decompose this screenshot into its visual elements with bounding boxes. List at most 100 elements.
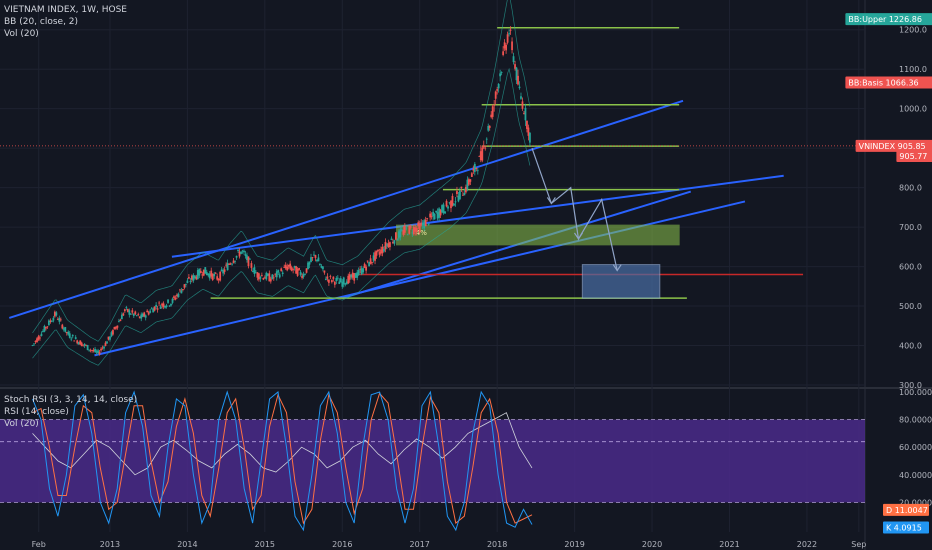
candle-body [56, 319, 59, 321]
candle-body [120, 314, 123, 320]
bb-indicator-label[interactable]: BB (20, close, 2) [4, 17, 79, 27]
candle-body [196, 270, 199, 279]
candle-body [526, 121, 528, 129]
candle-body [390, 238, 393, 240]
candle-body [162, 303, 165, 308]
candle-body [344, 283, 347, 285]
candle-body [427, 223, 430, 225]
candle-body [86, 345, 89, 351]
candle-body [232, 260, 235, 263]
candle-body [250, 263, 253, 268]
candle-body [403, 226, 406, 233]
price-badge-text: BB:Upper 1226.86 [848, 15, 922, 24]
candle-body [116, 325, 119, 328]
candle-body [420, 222, 423, 226]
candle-body [241, 250, 244, 252]
candle-body [277, 270, 280, 273]
candle-body [68, 333, 71, 338]
candle-body [438, 208, 440, 218]
price-tick-label: 400.0 [899, 342, 922, 351]
candle-body [529, 132, 531, 143]
price-badge-text: 905.77 [899, 152, 927, 161]
candle-body [350, 274, 353, 278]
oscillator-tick-label: 20.0000 [899, 498, 932, 507]
stoch-rsi-label[interactable]: Stoch RSI (3, 3, 14, 14, close) [4, 395, 138, 405]
candle-body [100, 348, 102, 351]
candle-body [193, 275, 196, 279]
candle-body [484, 147, 487, 149]
candle-body [97, 350, 99, 353]
candle-body [308, 262, 311, 265]
candle-body [123, 309, 126, 312]
forecast-arrowhead [573, 232, 583, 241]
time-tick-label: Feb [32, 540, 46, 549]
candle-body [74, 337, 77, 340]
candle-body [447, 206, 449, 209]
candle-body [131, 310, 134, 313]
candle-body [445, 200, 448, 207]
candle-body [524, 107, 527, 121]
candle-body [293, 265, 296, 268]
vol-indicator-label[interactable]: Vol (20) [4, 29, 39, 39]
oscillator-legend: Stoch RSI (3, 3, 14, 14, close) RSI (14,… [4, 394, 137, 430]
candle-body [397, 231, 400, 239]
forecast-arrowhead [546, 197, 556, 205]
candle-body [109, 336, 111, 340]
candle-body [256, 272, 259, 278]
candle-body [174, 297, 177, 300]
candle-body [320, 266, 323, 268]
candle-body [488, 125, 491, 128]
candle-body [405, 227, 408, 229]
candle-body [494, 91, 497, 99]
candle-body [40, 333, 43, 336]
candle-body [283, 266, 286, 268]
candle-body [33, 343, 35, 345]
candle-body [164, 305, 166, 308]
candle-body [210, 270, 213, 277]
candle-body [92, 350, 95, 351]
time-tick-label: 2016 [332, 540, 352, 549]
candle-body [235, 255, 238, 258]
candle-body [387, 243, 390, 248]
candle-body [316, 259, 318, 262]
time-tick-label: 2018 [487, 540, 507, 549]
bollinger-lower [32, 67, 531, 366]
candle-body [421, 223, 424, 226]
symbol-title[interactable]: VIETNAM INDEX, 1W, HOSE [4, 5, 127, 15]
main-legend: VIETNAM INDEX, 1W, HOSE BB (20, close, 2… [4, 4, 127, 40]
candle-body [198, 269, 201, 276]
candle-body [521, 101, 524, 109]
candle-body [311, 257, 314, 259]
candle-body [408, 225, 411, 234]
candle-body [125, 306, 128, 308]
candle-body [192, 275, 195, 281]
candle-body [135, 315, 138, 317]
candle-body [450, 200, 452, 209]
candle-body [73, 340, 76, 342]
oscillator-tick-label: 80.0000 [899, 416, 932, 425]
candle-body [487, 125, 490, 131]
candle-body [378, 252, 381, 255]
candle-body [512, 56, 515, 63]
candle-body [216, 276, 219, 280]
demand-zone [395, 224, 680, 246]
candle-body [335, 278, 338, 282]
rsi-label[interactable]: RSI (14, close) [4, 407, 69, 417]
sub-vol-label[interactable]: Vol (20) [4, 419, 39, 429]
candle-body [98, 352, 101, 355]
forecast-arrows[interactable] [531, 147, 622, 272]
candle-body [132, 313, 135, 316]
candle-body [314, 255, 317, 259]
rsi-line [32, 412, 533, 476]
candle-body [360, 268, 363, 275]
candle-body [238, 251, 241, 257]
candle-body [418, 223, 421, 233]
candle-body [389, 242, 391, 248]
candle-body [126, 308, 129, 312]
candle-body [147, 312, 150, 315]
candle-body [369, 258, 372, 264]
candle-body [89, 349, 92, 351]
candle-body [106, 341, 108, 344]
candle-body [173, 296, 175, 299]
